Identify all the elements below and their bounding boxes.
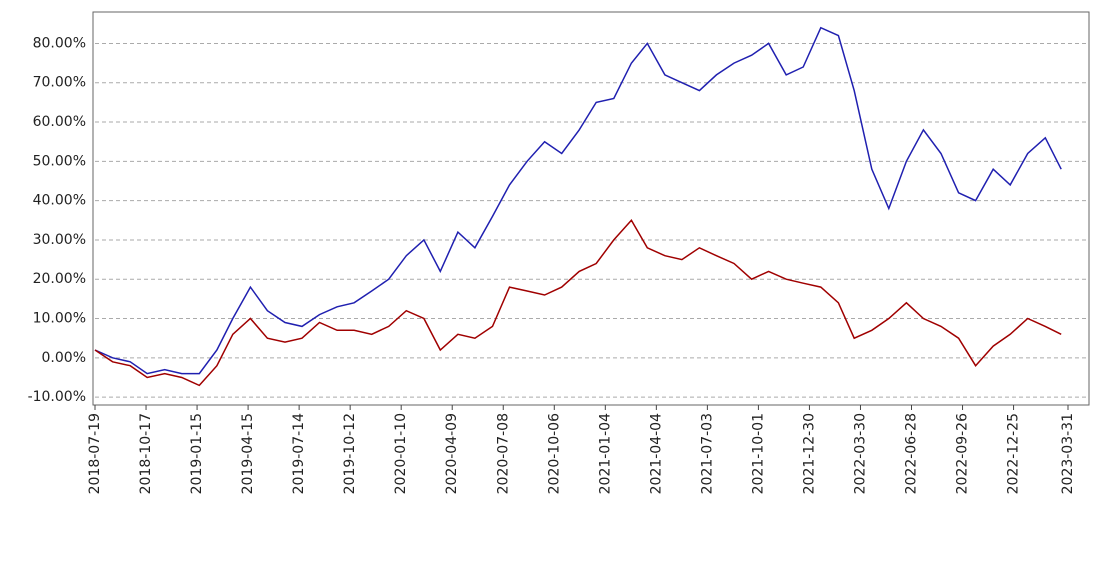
y-tick-label: 0.00% <box>42 350 86 366</box>
x-tick-label: 2018-07-19 <box>87 413 103 494</box>
x-tick-label: 2022-12-25 <box>1006 413 1022 494</box>
y-tick-label: 80.00% <box>33 35 86 51</box>
x-tick-label: 2020-10-06 <box>546 413 562 494</box>
x-tick-label: 2022-06-28 <box>904 413 920 494</box>
y-tick-label: 40.00% <box>33 193 86 209</box>
x-tick-label: 2021-01-04 <box>597 413 613 494</box>
x-tick-label: 2020-04-09 <box>444 413 460 494</box>
x-tick-label: 2021-12-30 <box>801 413 817 494</box>
plot-area <box>93 12 1089 405</box>
x-tick-label: 2019-10-12 <box>342 413 358 494</box>
y-tick-label: 70.00% <box>33 75 86 91</box>
y-tick-label: 50.00% <box>33 153 86 169</box>
x-tick-label: 2023-03-31 <box>1060 413 1076 494</box>
x-tick-label: 2021-10-01 <box>750 413 766 494</box>
y-tick-label: 30.00% <box>33 232 86 248</box>
x-tick-label: 2019-04-15 <box>240 413 256 494</box>
y-tick-label: -10.00% <box>28 389 86 405</box>
x-tick-label: 2022-09-26 <box>955 413 971 494</box>
x-tick-label: 2022-03-30 <box>852 413 868 494</box>
y-tick-label: 10.00% <box>33 311 86 327</box>
x-tick-label: 2019-01-15 <box>189 413 205 494</box>
y-tick-label: 20.00% <box>33 271 86 287</box>
x-tick-label: 2021-04-04 <box>648 413 664 494</box>
x-tick-label: 2018-10-17 <box>138 413 154 494</box>
y-tick-label: 60.00% <box>33 114 86 130</box>
x-tick-label: 2021-07-03 <box>699 413 715 494</box>
page: {"chart_data": {"type": "line", "x": ["2… <box>0 0 1093 563</box>
x-tick-label: 2020-07-08 <box>495 413 511 494</box>
x-tick-label: 2019-07-14 <box>291 413 307 494</box>
chart: -10.00% 0.00% 10.00% 20.00% 30.00% 40.00% 50.0… <box>0 0 1093 563</box>
x-tick-label: 2020-01-10 <box>393 413 409 494</box>
